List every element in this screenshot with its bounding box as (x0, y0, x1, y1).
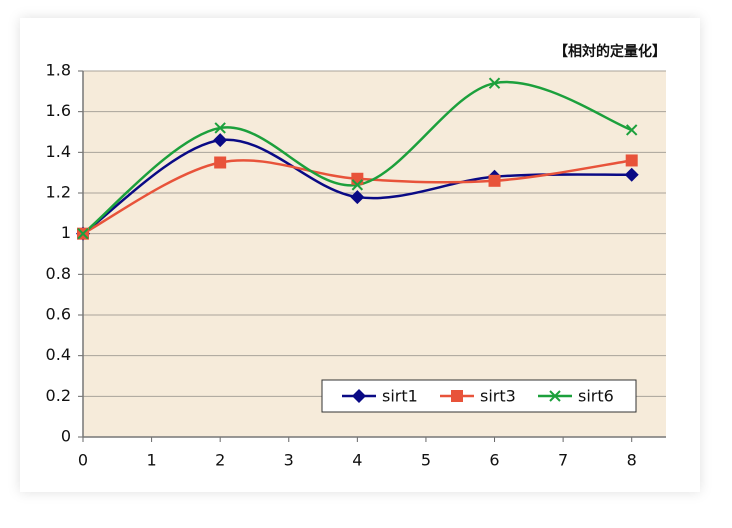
x-tick-label: 1 (146, 451, 156, 470)
legend-label: sirt6 (578, 387, 614, 406)
annotation: 【相対的定量化】 (554, 43, 666, 60)
x-tick-label: 8 (627, 451, 637, 470)
x-tick-label: 7 (558, 451, 568, 470)
legend-label: sirt1 (382, 387, 418, 406)
y-tick-label: 0.6 (46, 305, 71, 324)
y-tick-label: 1.6 (46, 101, 71, 120)
marker (625, 124, 638, 136)
marker (213, 133, 228, 148)
marker (625, 154, 638, 167)
x-tick-label: 2 (215, 451, 225, 470)
y-tick-label: 0.8 (46, 264, 71, 283)
x-tick-label: 4 (352, 451, 362, 470)
y-tick-label: 1.4 (46, 142, 71, 161)
plot-area (83, 71, 666, 437)
marker (488, 174, 501, 187)
y-tick-label: 1 (61, 223, 71, 242)
marker (351, 172, 364, 185)
y-tick-label: 1.8 (46, 61, 71, 80)
marker (214, 122, 226, 134)
marker (352, 389, 366, 403)
y-tick-label: 0.2 (46, 386, 71, 405)
y-tick-label: 0.4 (46, 345, 71, 364)
marker (351, 179, 364, 191)
marker (77, 227, 89, 240)
marker (488, 77, 501, 89)
marker (549, 390, 561, 402)
y-tick-label: 0 (61, 427, 71, 446)
x-tick-label: 5 (421, 451, 431, 470)
marker (451, 390, 463, 402)
marker (350, 190, 365, 205)
x-tick-label: 0 (78, 451, 88, 470)
y-tick-label: 1.2 (46, 183, 71, 202)
marker (214, 156, 227, 169)
legend-label: sirt3 (480, 387, 516, 406)
x-tick-label: 3 (284, 451, 294, 470)
x-tick-label: 6 (489, 451, 499, 470)
marker (624, 167, 639, 182)
